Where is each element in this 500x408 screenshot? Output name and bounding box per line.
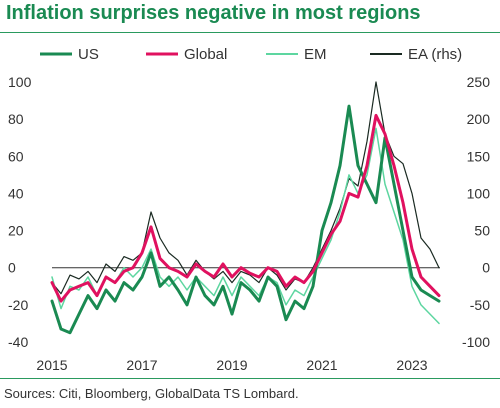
source-rule xyxy=(0,378,500,379)
legend: US Global EM EA (rhs) xyxy=(40,46,462,63)
series-line-us xyxy=(50,104,441,335)
right-axis-ticks: -100 -50 0 50 100 150 200 250 xyxy=(462,74,490,350)
series-line-global xyxy=(50,113,441,303)
left-axis-tick-label: -40 xyxy=(8,334,28,350)
legend-label-global: Global xyxy=(184,46,227,63)
left-axis-tick-label: 80 xyxy=(8,111,24,127)
left-axis-ticks: -40 -20 0 20 40 60 80 100 xyxy=(8,74,32,350)
left-axis-tick-label: 20 xyxy=(8,223,24,239)
legend-label-ea-rhs: EA (rhs) xyxy=(408,46,462,63)
left-axis-tick-label: 60 xyxy=(8,148,24,164)
x-axis-tick-label: 2021 xyxy=(306,357,337,373)
right-axis-tick-label: 50 xyxy=(474,223,490,239)
left-axis-tick-label: -20 xyxy=(8,297,28,313)
right-axis-tick-label: 0 xyxy=(482,260,490,276)
x-axis-tick-label: 2015 xyxy=(36,357,67,373)
right-axis-tick-label: -50 xyxy=(470,297,490,313)
x-axis-tick-label: 2019 xyxy=(216,357,247,373)
series-line-ea-rhs xyxy=(51,81,440,295)
left-axis-tick-label: 40 xyxy=(8,185,24,201)
source-note: Sources: Citi, Bloomberg, GlobalData TS … xyxy=(4,386,299,401)
right-axis-tick-label: -100 xyxy=(462,334,490,350)
left-axis-tick-label: 0 xyxy=(8,260,16,276)
chart-title: Inflation surprises negative in most reg… xyxy=(6,2,421,24)
legend-label-em: EM xyxy=(304,46,327,63)
series-lines xyxy=(50,81,441,335)
x-axis-ticks: 2015 2017 2019 2021 2023 xyxy=(36,357,427,373)
x-axis-tick-label: 2023 xyxy=(396,357,427,373)
right-axis-tick-label: 200 xyxy=(467,111,491,127)
legend-label-us: US xyxy=(78,46,99,63)
right-axis-tick-label: 150 xyxy=(467,148,491,164)
x-axis-tick-label: 2017 xyxy=(126,357,157,373)
right-axis-tick-label: 100 xyxy=(467,185,491,201)
title-rule xyxy=(0,32,500,33)
line-chart: US Global EM EA (rhs) -40 -20 0 20 40 60 80 100 -1… xyxy=(8,46,490,373)
left-axis-tick-label: 100 xyxy=(8,74,32,90)
right-axis-tick-label: 250 xyxy=(467,74,491,90)
